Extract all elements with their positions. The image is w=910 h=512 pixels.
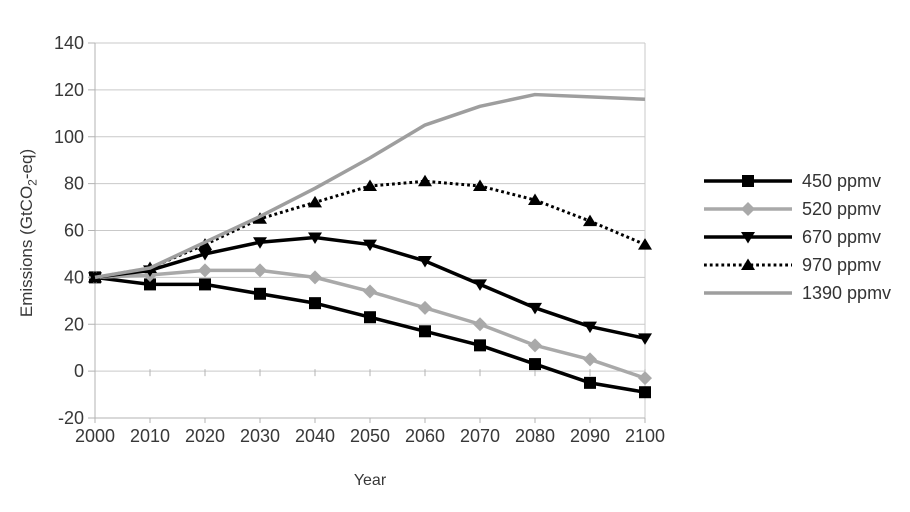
marker-450-ppmv (639, 386, 651, 399)
marker-520-ppmv (528, 338, 542, 353)
marker-450-ppmv (419, 325, 431, 338)
marker-670-ppmv (528, 302, 542, 315)
marker-670-ppmv (418, 255, 432, 268)
x-tick-label: 2080 (515, 426, 555, 446)
x-tick-label: 2100 (625, 426, 665, 446)
x-tick-label: 2000 (75, 426, 115, 446)
legend-key-450-ppmv (704, 175, 792, 187)
marker-450-ppmv (584, 376, 596, 389)
marker-670-ppmv (583, 321, 597, 334)
marker-520-ppmv (473, 317, 487, 332)
y-tick-label: 80 (64, 174, 84, 194)
legend-key-520-ppmv (704, 202, 792, 216)
legend-item-970-ppmv: 970 ppmv (702, 251, 891, 279)
marker-970-ppmv (473, 179, 487, 191)
legend-marker-triangle-down-icon (741, 232, 755, 244)
legend-marker-triangle-up-icon (741, 258, 755, 270)
marker-450-ppmv (529, 358, 541, 371)
marker-520-ppmv (418, 300, 432, 315)
marker-520-ppmv (308, 270, 322, 285)
marker-520-ppmv (253, 263, 267, 278)
y-tick-label: 140 (54, 33, 84, 53)
x-tick-label: 2050 (350, 426, 390, 446)
marker-450-ppmv (474, 339, 486, 352)
x-tick-label: 2090 (570, 426, 610, 446)
marker-520-ppmv (638, 371, 652, 386)
marker-670-ppmv (363, 239, 377, 252)
marker-450-ppmv (254, 287, 266, 300)
marker-520-ppmv (583, 352, 597, 367)
marker-450-ppmv (364, 311, 376, 324)
marker-970-ppmv (363, 179, 377, 191)
y-tick-label: 20 (64, 314, 84, 334)
y-axis-title-text: -eq) (17, 148, 36, 180)
x-axis-title: Year (353, 472, 387, 489)
y-tick-label: 120 (54, 80, 84, 100)
y-tick-label: 0 (74, 361, 84, 381)
marker-970-ppmv (528, 193, 542, 206)
marker-450-ppmv (144, 278, 156, 291)
marker-970-ppmv (583, 214, 597, 227)
x-tick-label: 2030 (240, 426, 280, 446)
marker-520-ppmv (363, 284, 377, 299)
series-line-1390-ppmv (94, 92, 646, 280)
y-axis-title-text: Emissions (GtCO (17, 185, 36, 318)
marker-450-ppmv (199, 278, 211, 291)
marker-970-ppmv (418, 174, 432, 187)
legend-label: 670 ppmv (802, 226, 882, 247)
marker-520-ppmv (198, 263, 212, 278)
x-tick-label: 2020 (185, 426, 225, 446)
marker-450-ppmv (309, 297, 321, 310)
legend-key-970-ppmv (704, 258, 792, 270)
y-axis-title: Emissions (GtCO2-eq) (17, 123, 39, 343)
marker-670-ppmv (198, 248, 212, 261)
legend-key-670-ppmv (704, 232, 792, 244)
marker-670-ppmv (308, 232, 322, 245)
legend-item-1390-ppmv: 1390 ppmv (702, 279, 891, 307)
y-tick-label: 60 (64, 221, 84, 241)
legend-item-670-ppmv: 670 ppmv (702, 223, 891, 251)
legend-item-450-ppmv: 450 ppmv (702, 167, 891, 195)
y-tick-label: 40 (64, 267, 84, 287)
legend-marker-square-icon (742, 175, 754, 187)
x-tick-label: 2010 (130, 426, 170, 446)
marker-670-ppmv (638, 333, 652, 345)
marker-670-ppmv (253, 237, 267, 249)
legend-label: 970 ppmv (802, 254, 882, 275)
y-tick-label: 100 (54, 127, 84, 147)
marker-970-ppmv (308, 195, 322, 208)
x-tick-label: 2040 (295, 426, 335, 446)
legend-item-520-ppmv: 520 ppmv (702, 195, 891, 223)
legend-marker-diamond-icon (741, 202, 755, 216)
legend-key-1390-ppmv (704, 291, 792, 295)
x-tick-label: 2060 (405, 426, 445, 446)
marker-970-ppmv (638, 238, 652, 250)
legend-label: 1390 ppmv (802, 282, 892, 303)
y-axis-title-subscript: 2 (25, 179, 40, 186)
y-tick-label: -20 (58, 408, 84, 428)
legend-label: 450 ppmv (802, 170, 882, 191)
chart-legend: 450 ppmv 520 ppmv 670 ppmv 970 ppmv 1390 ppm… (702, 167, 891, 307)
legend-label: 520 ppmv (802, 198, 882, 219)
marker-670-ppmv (473, 279, 487, 291)
x-tick-label: 2070 (460, 426, 500, 446)
